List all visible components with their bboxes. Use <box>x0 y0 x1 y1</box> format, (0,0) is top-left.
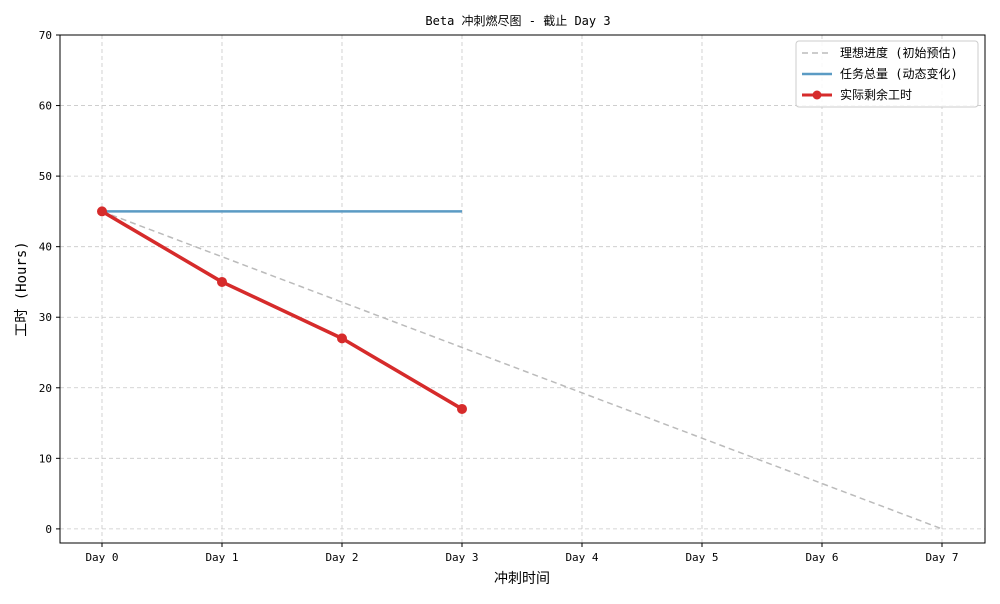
legend-label: 理想进度 (初始预估) <box>840 45 958 60</box>
y-tick-label: 0 <box>45 523 52 536</box>
y-tick-label: 30 <box>39 311 52 324</box>
series-layer <box>97 206 943 530</box>
x-tick-label: Day 0 <box>85 551 118 564</box>
x-tick-label: Day 6 <box>805 551 838 564</box>
legend-label: 实际剩余工时 <box>840 87 912 102</box>
data-point <box>457 403 467 414</box>
grid-layer <box>60 34 985 543</box>
y-tick-label: 60 <box>39 100 52 113</box>
x-tick-label: Day 4 <box>565 551 598 564</box>
y-tick-label: 50 <box>39 170 52 183</box>
data-point <box>217 276 227 287</box>
x-tick-label: Day 1 <box>205 551 238 564</box>
chart-title: Beta 冲刺燃尽图 - 截止 Day 3 <box>425 13 610 28</box>
legend: 理想进度 (初始预估) 任务总量 (动态变化) 实际剩余工时 <box>795 40 979 108</box>
y-axis-label: 工时 (Hours) <box>14 241 30 336</box>
y-tick-label: 40 <box>39 241 52 254</box>
legend-box <box>795 40 979 108</box>
x-tick-label: Day 5 <box>685 551 718 564</box>
x-tick-label: Day 2 <box>325 551 358 564</box>
legend-marker <box>812 90 822 100</box>
series-line-1 <box>101 210 943 530</box>
data-point <box>337 333 347 344</box>
legend-label: 任务总量 (动态变化) <box>840 66 958 81</box>
tick-layer: Day 0 Day 1 Day 2 Day 3 Day 4 Day 5 Day 6 Day 7… <box>39 29 959 564</box>
x-tick-label: Day 7 <box>925 551 958 564</box>
y-tick-label: 20 <box>39 382 52 395</box>
y-tick-label: 70 <box>39 29 52 42</box>
x-tick-label: Day 3 <box>445 551 478 564</box>
y-tick-label: 10 <box>39 452 52 465</box>
data-point <box>97 206 107 217</box>
axes-frame <box>59 34 986 544</box>
x-axis-label: 冲刺时间 <box>494 571 550 587</box>
series-line-3 <box>101 209 463 411</box>
